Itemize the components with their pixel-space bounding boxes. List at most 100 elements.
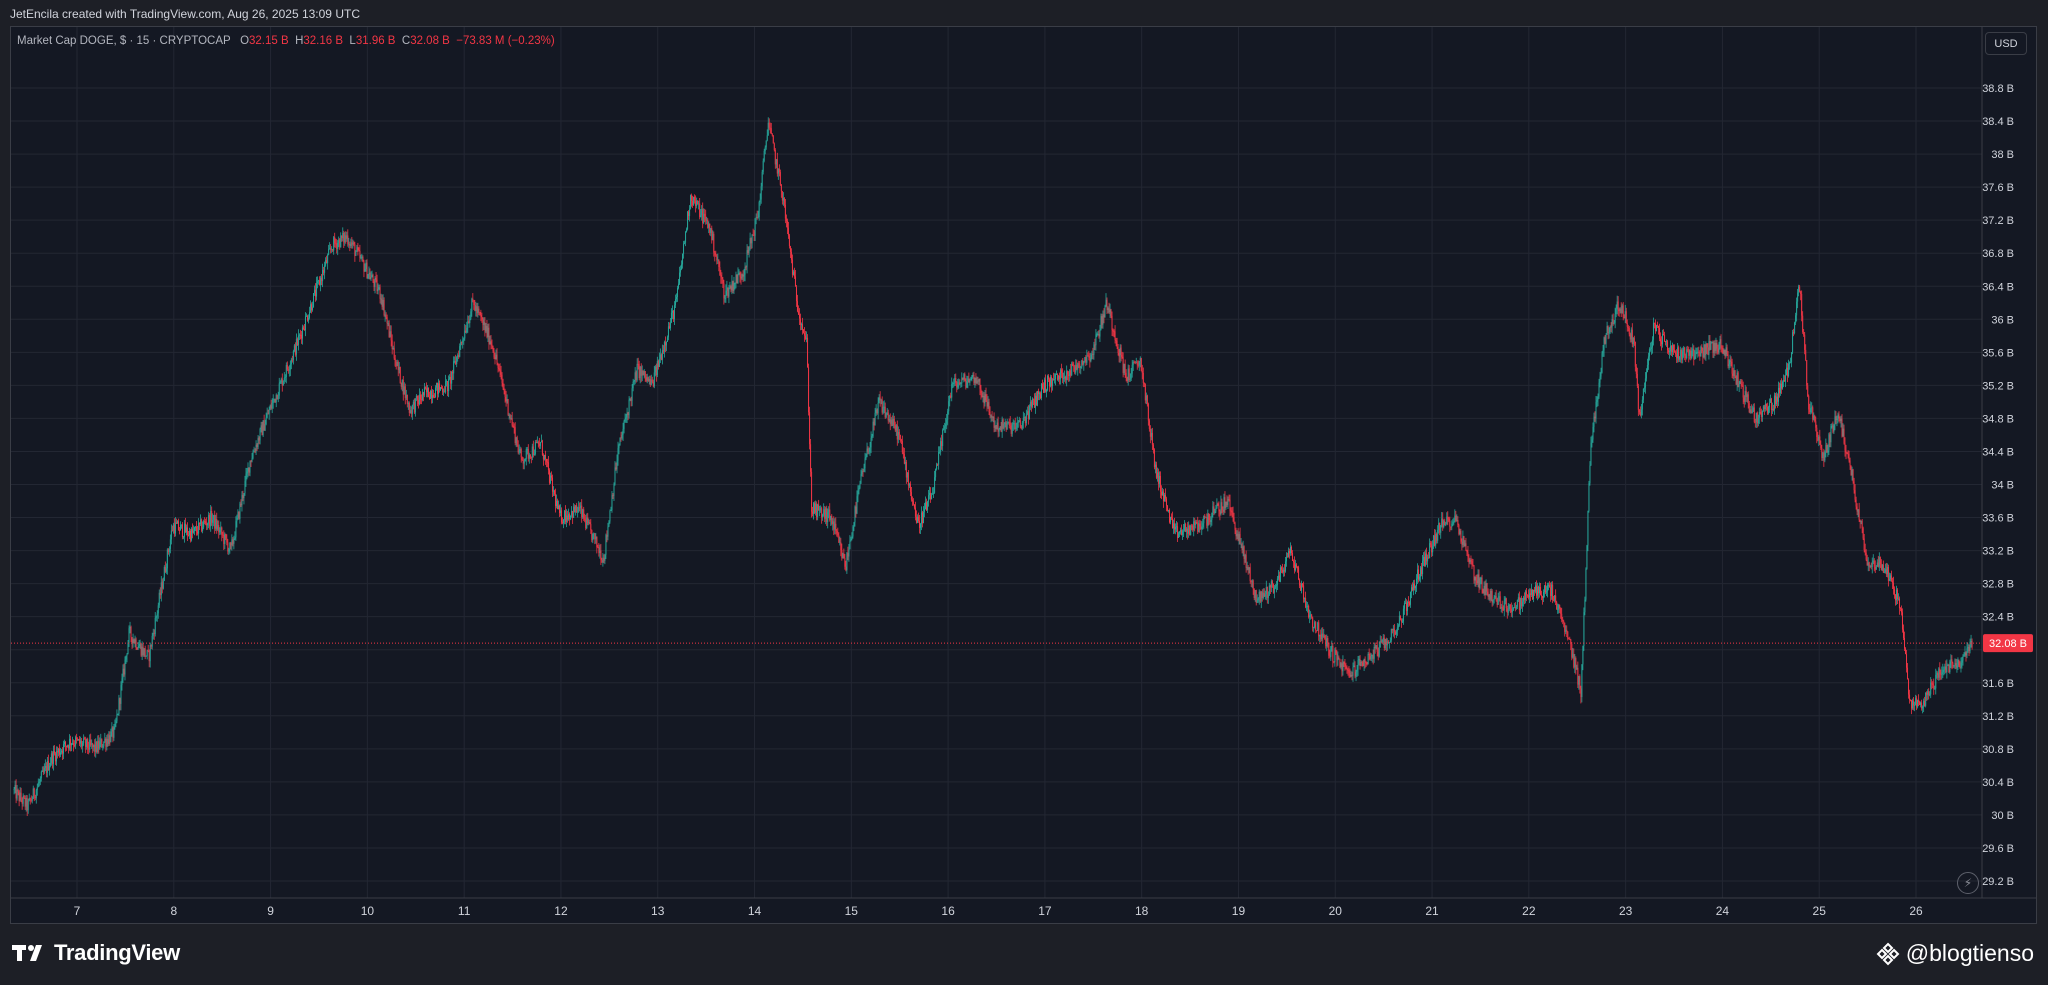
candle-body bbox=[445, 381, 447, 393]
candle-body bbox=[333, 237, 335, 251]
candle-body bbox=[632, 381, 634, 389]
candle-body bbox=[1359, 658, 1361, 666]
candle-body bbox=[495, 354, 497, 359]
candle-body bbox=[1293, 560, 1295, 563]
candle-body bbox=[954, 378, 956, 383]
candle-body bbox=[1683, 347, 1685, 352]
candle-body bbox=[1854, 490, 1856, 500]
y-tick-label: 33.2 B bbox=[1982, 546, 2014, 558]
candle-body bbox=[1548, 585, 1550, 586]
candle-body bbox=[991, 415, 993, 418]
candle-body bbox=[911, 499, 913, 502]
candle-body bbox=[1354, 665, 1356, 677]
chart-frame[interactable] bbox=[10, 26, 2037, 924]
tradingview-logo[interactable]: TradingView bbox=[12, 940, 180, 966]
candle-body bbox=[889, 419, 891, 424]
candle-body bbox=[435, 387, 437, 398]
candle-body bbox=[1760, 412, 1762, 417]
candle-body bbox=[160, 582, 162, 596]
candle-body bbox=[152, 633, 154, 636]
candle-body bbox=[1612, 318, 1614, 324]
candle-body bbox=[1647, 356, 1649, 365]
candle-body bbox=[1934, 688, 1936, 690]
candle-body bbox=[1864, 550, 1866, 553]
symbol-legend[interactable]: Market Cap DOGE, $ · 15 · CRYPTOCAP O32.… bbox=[17, 35, 555, 47]
candle-body bbox=[863, 468, 865, 472]
candle-body bbox=[1374, 646, 1376, 649]
candle-body bbox=[1665, 341, 1667, 343]
candle-body bbox=[29, 798, 31, 800]
candle-body bbox=[1889, 575, 1891, 579]
candle-body bbox=[312, 307, 314, 311]
candle-body bbox=[412, 401, 414, 406]
candle-body bbox=[1656, 325, 1658, 326]
lightning-icon[interactable]: ⚡ bbox=[1957, 872, 1979, 894]
candle-body bbox=[1870, 565, 1872, 568]
candle-body bbox=[883, 406, 885, 408]
candle-body bbox=[1777, 387, 1779, 402]
candle-body bbox=[691, 195, 693, 201]
candle-body bbox=[1614, 314, 1616, 323]
candle-body bbox=[1587, 510, 1589, 546]
candle-body bbox=[798, 314, 800, 319]
candle-body bbox=[235, 521, 237, 538]
candle-body bbox=[1561, 613, 1563, 620]
candle-body bbox=[776, 159, 778, 174]
candle-body bbox=[511, 417, 513, 426]
candle-body bbox=[707, 219, 709, 228]
candle-body bbox=[1750, 409, 1752, 414]
candle-body bbox=[1476, 580, 1478, 584]
price-chart[interactable]: 32.08 B29.2 B29.6 B30 B30.4 B30.8 B31.2 … bbox=[0, 0, 2048, 924]
candle-body bbox=[884, 406, 886, 418]
candle-body bbox=[1106, 299, 1108, 310]
candle-body bbox=[681, 264, 683, 270]
candle-body bbox=[1088, 356, 1090, 358]
candle-body bbox=[1138, 361, 1140, 366]
candle-body bbox=[479, 311, 481, 315]
candle-body bbox=[1304, 598, 1306, 600]
candle-body bbox=[529, 454, 531, 458]
candle-body bbox=[1782, 381, 1784, 389]
candle-body bbox=[838, 535, 840, 543]
candle-body bbox=[1592, 426, 1594, 440]
candle-body bbox=[1891, 580, 1893, 583]
candle-body bbox=[1792, 332, 1794, 353]
candle-body bbox=[587, 517, 589, 524]
candle-body bbox=[802, 324, 804, 330]
candle-body bbox=[951, 383, 953, 398]
candle-body bbox=[962, 377, 964, 380]
candle-body bbox=[567, 515, 569, 520]
candle-body bbox=[941, 441, 943, 447]
candle-body bbox=[819, 509, 821, 511]
candle-body bbox=[1051, 377, 1053, 387]
currency-button[interactable]: USD bbox=[1985, 32, 2027, 55]
candle-body bbox=[688, 211, 690, 217]
candle-body bbox=[343, 232, 345, 243]
candle-body bbox=[130, 627, 132, 638]
candle-body bbox=[1882, 564, 1884, 573]
candle-body bbox=[1220, 502, 1222, 515]
candle-body bbox=[1132, 362, 1134, 365]
symbol-title[interactable]: Market Cap DOGE, $ · 15 · CRYPTOCAP bbox=[17, 35, 231, 47]
candle-body bbox=[662, 350, 664, 352]
candle-body bbox=[1254, 590, 1256, 598]
candle-body bbox=[566, 515, 568, 522]
candle-body bbox=[44, 765, 46, 768]
candle-body bbox=[173, 524, 175, 534]
candle-body bbox=[1884, 569, 1886, 573]
candle-body bbox=[1134, 362, 1136, 364]
candle-body bbox=[116, 714, 118, 722]
candle-body bbox=[1029, 401, 1031, 406]
candle-body bbox=[1611, 318, 1613, 328]
candle-body bbox=[1810, 407, 1812, 413]
candle-body bbox=[1385, 638, 1387, 646]
candle-body bbox=[1082, 360, 1084, 365]
candle-body bbox=[1347, 669, 1349, 671]
candle-body bbox=[1424, 556, 1426, 566]
candle-body bbox=[518, 450, 520, 453]
candle-body bbox=[594, 533, 596, 540]
candle-body bbox=[1710, 342, 1712, 350]
candle-body bbox=[1609, 326, 1611, 333]
candle-body bbox=[885, 412, 887, 418]
candle-body bbox=[773, 143, 775, 150]
